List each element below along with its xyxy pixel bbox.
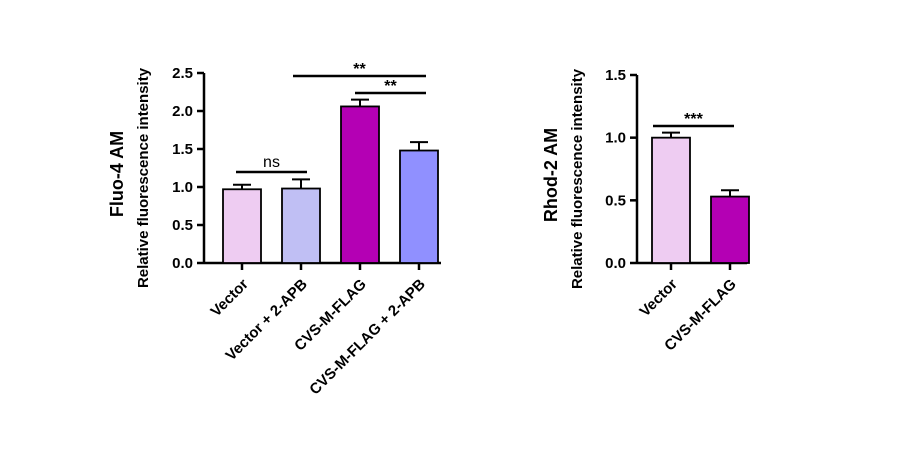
y-axis-label: Relative fluorescence intensity: [569, 68, 586, 289]
panel-rhod2: 0.0 0.5 1.0 1.5 Rhod-2 AM Relative fluorescen…: [541, 67, 750, 354]
y-tick-label: 1.5: [605, 67, 626, 84]
x-category-label: Vector: [207, 276, 252, 321]
significance-label: ***: [684, 111, 703, 128]
y-axis-title: Rhod-2 AM: [541, 128, 561, 222]
y-tick-label: 0.5: [605, 192, 626, 209]
bar: [710, 195, 750, 264]
y-tick-label: 2.0: [172, 103, 193, 120]
x-category-label: Vector: [636, 276, 681, 321]
panel-fluo4: 0.0 0.5 1.0 1.5 2.0 2.5 Fluo-4 AM Relative fluo…: [107, 61, 441, 398]
y-tick-label: 0.0: [605, 255, 626, 272]
x-category-label: CVS-M-FLAG + 2-APB: [306, 276, 429, 399]
significance-label: **: [384, 78, 397, 95]
significance-label: ns: [263, 154, 280, 171]
y-tick-label: 1.0: [605, 130, 626, 147]
y-tick-label: 0.0: [172, 255, 193, 272]
bar: [281, 187, 321, 264]
y-tick-label: 2.5: [172, 65, 193, 82]
y-axis-label: Relative fluorescence intensity: [135, 67, 152, 288]
bar: [651, 136, 691, 264]
bar: [222, 188, 262, 264]
bar: [399, 149, 439, 264]
y-tick-label: 1.5: [172, 141, 193, 158]
y-axis-title: Fluo-4 AM: [107, 131, 127, 217]
y-tick-label: 1.0: [172, 179, 193, 196]
y-tick-label: 0.5: [172, 217, 193, 234]
significance-label: **: [353, 61, 366, 78]
bar: [340, 105, 380, 264]
